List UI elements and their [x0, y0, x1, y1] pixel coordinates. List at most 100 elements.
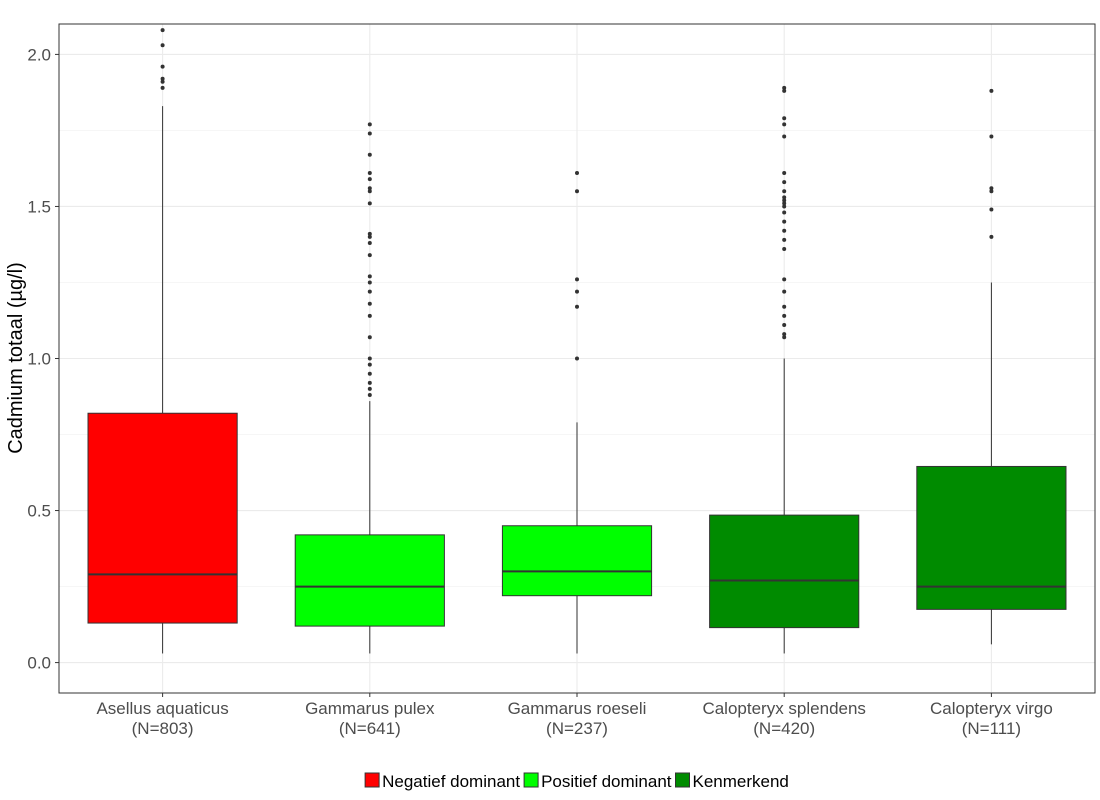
outlier-point	[782, 134, 787, 139]
outlier-point	[160, 28, 165, 33]
outlier-point	[367, 186, 372, 191]
outlier-point	[989, 189, 994, 194]
outlier-point	[989, 186, 994, 191]
box-asellus-aquaticus	[87, 28, 238, 654]
outlier-point	[782, 198, 787, 203]
y-axis: 0.0 0.5 1.0 1.5 2.0	[27, 45, 59, 673]
y-tick-label: 0.5	[27, 502, 51, 521]
outlier-point	[367, 201, 372, 206]
outlier-point	[367, 301, 372, 306]
box-calopteryx-virgo	[916, 88, 1067, 645]
outlier-point	[367, 171, 372, 176]
outlier-point	[367, 371, 372, 376]
legend-item-positief-dominant: Positief dominant	[523, 772, 672, 791]
outlier-point	[782, 88, 787, 93]
outlier-point	[989, 134, 994, 139]
y-tick-label: 1.5	[27, 197, 51, 216]
y-axis-title: Cadmium totaal (µg/l)	[5, 262, 27, 454]
box-gammarus-roeseli	[501, 171, 653, 654]
outlier-point	[367, 335, 372, 340]
outlier-point	[782, 180, 787, 185]
outlier-point	[782, 323, 787, 328]
iqr-box	[87, 412, 238, 624]
outlier-point	[367, 362, 372, 367]
legend: Negatief dominant Positief dominant Kenmer…	[364, 772, 789, 791]
outlier-point	[782, 247, 787, 252]
legend-key	[675, 772, 690, 788]
outlier-point	[782, 335, 787, 340]
x-tick-count-label: (N=803)	[132, 719, 194, 738]
outlier-point	[782, 332, 787, 337]
outlier-point	[575, 356, 579, 361]
outlier-point	[367, 177, 372, 182]
y-tick-label: 2.0	[27, 45, 51, 64]
iqr-box	[294, 534, 445, 627]
outlier-point	[160, 43, 165, 48]
outlier-point	[575, 189, 579, 194]
legend-label: Kenmerkend	[693, 772, 789, 791]
legend-label: Negatief dominant	[382, 772, 520, 791]
x-tick-count-label: (N=111)	[962, 719, 1021, 738]
outlier-point	[367, 131, 372, 136]
x-tick-count-label: (N=237)	[546, 719, 608, 738]
outlier-point	[782, 289, 787, 294]
outlier-point	[160, 85, 165, 90]
y-tick-label: 1.0	[27, 350, 51, 369]
outlier-point	[782, 204, 787, 209]
outlier-point	[575, 277, 579, 282]
y-tick-label: 0.0	[27, 654, 51, 673]
outlier-point	[782, 201, 787, 206]
outlier-point	[989, 207, 994, 212]
outlier-point	[782, 219, 787, 224]
legend-key	[364, 772, 380, 788]
outlier-point	[782, 304, 787, 309]
x-tick-count-label: (N=420)	[753, 719, 815, 738]
legend-key	[523, 772, 539, 788]
outlier-point	[782, 85, 787, 90]
x-tick-label: Asellus aquaticus	[96, 699, 228, 718]
outlier-point	[782, 228, 787, 233]
outlier-point	[367, 240, 372, 245]
outlier-point	[782, 195, 787, 200]
iqr-box	[501, 525, 653, 597]
legend-label: Positief dominant	[541, 772, 672, 791]
outlier-point	[367, 289, 372, 294]
x-tick-label: Gammarus pulex	[305, 699, 435, 718]
iqr-box	[709, 514, 860, 629]
outlier-point	[782, 116, 787, 121]
box-layer	[87, 28, 1067, 654]
outlier-point	[367, 392, 372, 397]
outlier-point	[367, 313, 372, 318]
x-tick-count-label: (N=641)	[339, 719, 401, 738]
outlier-point	[160, 64, 165, 69]
outlier-point	[367, 234, 372, 239]
outlier-point	[367, 231, 372, 236]
outlier-point	[782, 122, 787, 127]
outlier-point	[782, 237, 787, 242]
outlier-point	[782, 313, 787, 318]
outlier-point	[367, 386, 372, 391]
outlier-point	[575, 304, 579, 309]
outlier-point	[575, 289, 579, 294]
outlier-point	[367, 253, 372, 258]
iqr-box	[916, 465, 1067, 610]
outlier-point	[367, 380, 372, 385]
x-tick-label: Calopteryx virgo	[930, 699, 1053, 718]
legend-item-negatief-dominant: Negatief dominant	[364, 772, 520, 791]
box-gammarus-pulex	[294, 122, 445, 654]
outlier-point	[989, 234, 994, 239]
box-calopteryx-splendens	[709, 85, 860, 654]
outlier-point	[989, 88, 994, 93]
outlier-point	[367, 189, 372, 194]
outlier-point	[160, 79, 165, 84]
outlier-point	[782, 277, 787, 282]
outlier-point	[367, 274, 372, 279]
outlier-point	[367, 122, 372, 127]
outlier-point	[782, 171, 787, 176]
outlier-point	[782, 210, 787, 215]
outlier-point	[367, 280, 372, 285]
x-tick-label: Gammarus roeseli	[508, 699, 647, 718]
outlier-point	[367, 152, 372, 157]
outlier-point	[367, 356, 372, 361]
